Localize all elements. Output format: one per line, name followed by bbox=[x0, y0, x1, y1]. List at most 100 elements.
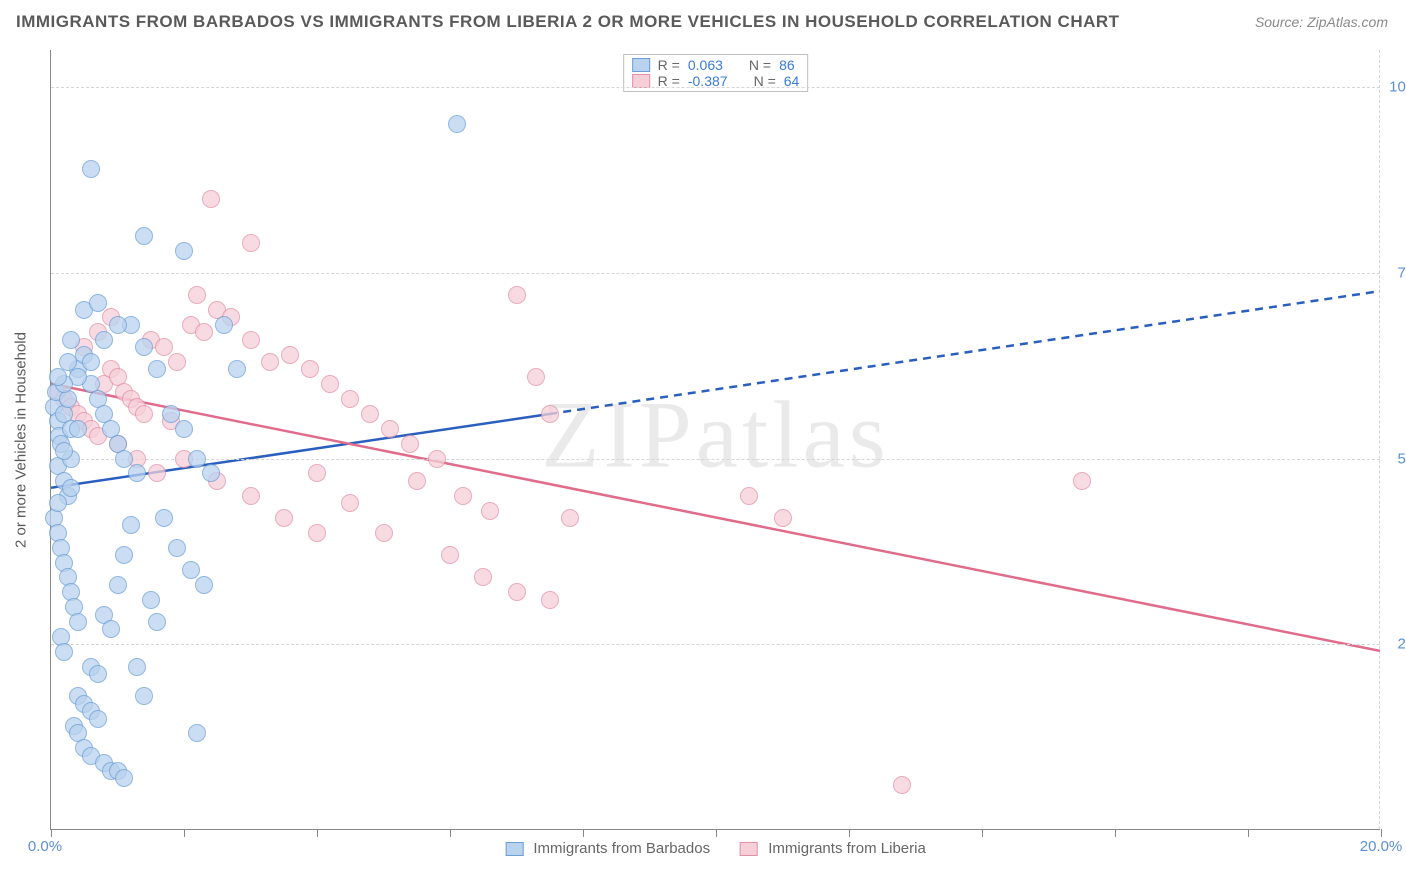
x-tick bbox=[1115, 829, 1116, 837]
series2-point bbox=[508, 583, 526, 601]
series1-point bbox=[102, 620, 120, 638]
series1-point bbox=[182, 561, 200, 579]
series1-point bbox=[142, 591, 160, 609]
series2-point bbox=[428, 450, 446, 468]
series1-point bbox=[128, 464, 146, 482]
series1-point bbox=[55, 442, 73, 460]
series2-point bbox=[375, 524, 393, 542]
series2-point bbox=[527, 368, 545, 386]
series2-point bbox=[202, 190, 220, 208]
series1-point bbox=[148, 613, 166, 631]
series2-point bbox=[242, 234, 260, 252]
series2-point bbox=[321, 375, 339, 393]
series1-point bbox=[115, 546, 133, 564]
series1-point bbox=[82, 353, 100, 371]
series1-point bbox=[95, 331, 113, 349]
series1-point bbox=[62, 331, 80, 349]
series1-point bbox=[115, 769, 133, 787]
series1-point bbox=[115, 450, 133, 468]
gridline bbox=[51, 644, 1380, 645]
series1-point bbox=[175, 242, 193, 260]
series1-point bbox=[69, 420, 87, 438]
series2-point bbox=[541, 405, 559, 423]
series2-point bbox=[541, 591, 559, 609]
series2-point bbox=[341, 390, 359, 408]
x-tick bbox=[1381, 829, 1382, 837]
series1-point bbox=[448, 115, 466, 133]
series1-point bbox=[215, 316, 233, 334]
series2-point bbox=[408, 472, 426, 490]
series1-point bbox=[89, 710, 107, 728]
series2-legend-label: Immigrants from Liberia bbox=[768, 840, 926, 857]
series1-point bbox=[228, 360, 246, 378]
series1-point bbox=[49, 494, 67, 512]
chart-container: IMMIGRANTS FROM BARBADOS VS IMMIGRANTS F… bbox=[0, 0, 1406, 892]
y-tick-label: 75.0% bbox=[1397, 264, 1406, 281]
series2-point bbox=[308, 464, 326, 482]
series1-point bbox=[109, 316, 127, 334]
series1-point bbox=[168, 539, 186, 557]
n-label-1: N = bbox=[749, 57, 771, 73]
plot-area: ZIPatlas 2 or more Vehicles in Household… bbox=[50, 50, 1380, 830]
series1-point bbox=[195, 576, 213, 594]
y-axis-label: 2 or more Vehicles in Household bbox=[13, 332, 30, 548]
x-tick bbox=[849, 829, 850, 837]
series1-point bbox=[82, 160, 100, 178]
y-tick-label: 25.0% bbox=[1397, 636, 1406, 653]
series2-point bbox=[1073, 472, 1091, 490]
y-tick-label: 100.0% bbox=[1389, 79, 1406, 96]
series1-legend-item: Immigrants from Barbados bbox=[505, 840, 710, 857]
r-value-1: 0.063 bbox=[688, 57, 723, 73]
series1-point bbox=[162, 405, 180, 423]
series1-point bbox=[148, 360, 166, 378]
series1-point bbox=[135, 227, 153, 245]
series2-point bbox=[454, 487, 472, 505]
series2-point bbox=[135, 405, 153, 423]
x-tick bbox=[450, 829, 451, 837]
x-tick bbox=[583, 829, 584, 837]
gridline bbox=[51, 459, 1380, 460]
series2-point bbox=[301, 360, 319, 378]
series1-point bbox=[188, 724, 206, 742]
series2-point bbox=[774, 509, 792, 527]
series1-legend-label: Immigrants from Barbados bbox=[533, 840, 710, 857]
series1-point bbox=[109, 576, 127, 594]
gridline bbox=[51, 87, 1380, 88]
series-legend: Immigrants from Barbados Immigrants from… bbox=[505, 840, 926, 857]
series1-point bbox=[122, 516, 140, 534]
x-tick bbox=[317, 829, 318, 837]
right-gridline bbox=[1379, 50, 1380, 829]
series1-swatch bbox=[632, 58, 650, 72]
series2-point bbox=[893, 776, 911, 794]
r-label-1: R = bbox=[658, 57, 680, 73]
series2-point bbox=[481, 502, 499, 520]
series2-point bbox=[341, 494, 359, 512]
series2-legend-item: Immigrants from Liberia bbox=[740, 840, 926, 857]
series2-point bbox=[401, 435, 419, 453]
gridline bbox=[51, 273, 1380, 274]
series2-point bbox=[195, 323, 213, 341]
series1-point bbox=[59, 353, 77, 371]
x-tick bbox=[982, 829, 983, 837]
series2-point bbox=[188, 286, 206, 304]
series1-point bbox=[69, 613, 87, 631]
series2-point bbox=[308, 524, 326, 542]
series2-point bbox=[508, 286, 526, 304]
x-tick bbox=[51, 829, 52, 837]
series2-point bbox=[281, 346, 299, 364]
series2-point bbox=[361, 405, 379, 423]
watermark-text: ZIPatlas bbox=[541, 379, 890, 489]
series2-point bbox=[441, 546, 459, 564]
series1-point bbox=[188, 450, 206, 468]
x-axis-min-label: 0.0% bbox=[28, 838, 62, 855]
series2-point bbox=[168, 353, 186, 371]
series2-point bbox=[561, 509, 579, 527]
series1-point bbox=[89, 294, 107, 312]
x-tick bbox=[1248, 829, 1249, 837]
series1-point bbox=[155, 509, 173, 527]
x-tick bbox=[184, 829, 185, 837]
correlation-legend-row-1: R = 0.063 N = 86 bbox=[632, 57, 800, 73]
trend-lines-svg bbox=[51, 50, 1380, 829]
series1-point bbox=[175, 420, 193, 438]
series1-point bbox=[62, 479, 80, 497]
